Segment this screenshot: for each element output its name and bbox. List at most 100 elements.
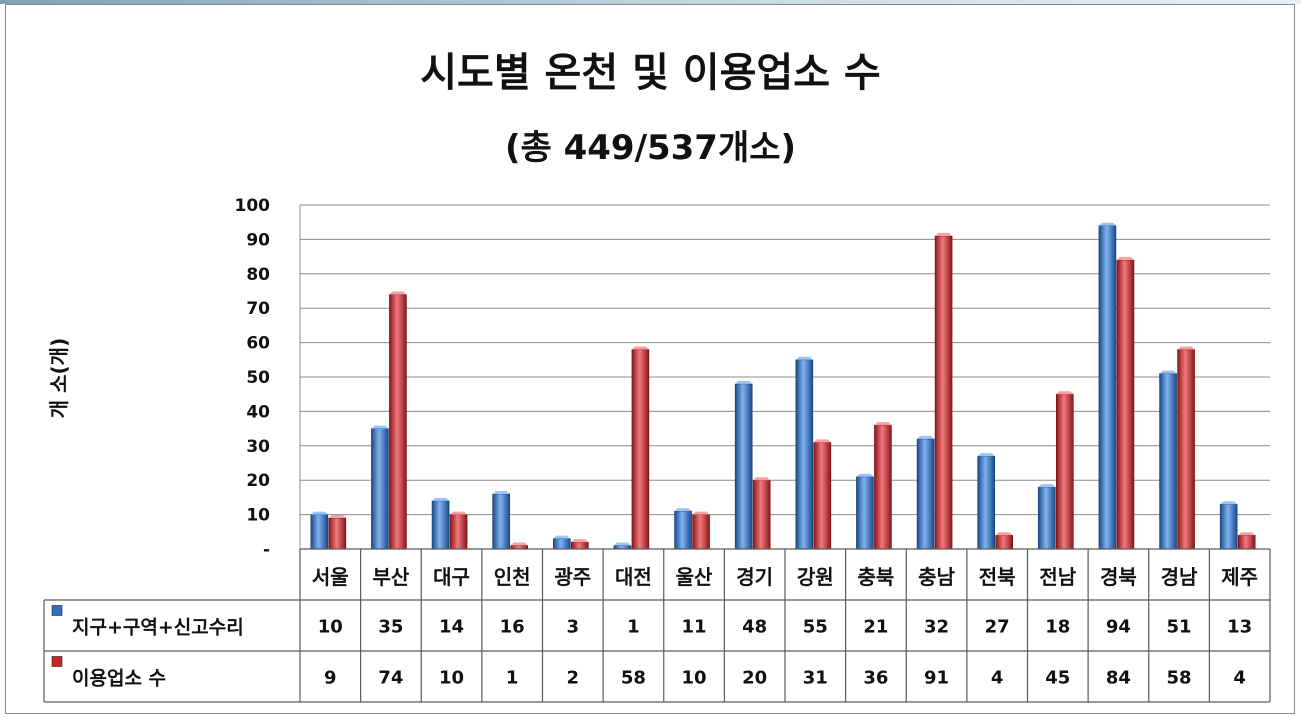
bar-business-4 (571, 541, 589, 550)
data-label: 21 (863, 617, 888, 638)
data-label: 27 (985, 617, 1010, 638)
data-label: 4 (1233, 668, 1246, 689)
bar-cap (753, 477, 771, 481)
chart-subtitle: (총 449/537개소) (504, 128, 797, 168)
y-tick-label: 100 (235, 196, 271, 216)
category-label: 제주 (1221, 565, 1258, 589)
category-label: 충남 (918, 565, 955, 589)
legend-label: 이용업소 수 (72, 668, 166, 690)
bar-business-14 (1177, 349, 1195, 550)
legend-label: 지구+구역+신고수리 (72, 617, 244, 639)
bar-district-4 (553, 538, 571, 550)
bar-district-10 (916, 438, 935, 550)
legend-swatch (51, 656, 63, 667)
y-tick-label: 20 (246, 471, 270, 491)
category-label: 전북 (979, 565, 1016, 589)
data-label: 10 (682, 668, 707, 689)
data-label: 14 (439, 617, 464, 638)
bar-cap (571, 539, 589, 543)
data-label: 84 (1106, 668, 1131, 689)
data-label: 18 (1045, 617, 1070, 638)
category-label: 대구 (433, 565, 470, 589)
data-label: 91 (924, 668, 949, 689)
bar-cap (735, 380, 753, 384)
y-tick-label: 30 (246, 437, 270, 457)
y-tick-label: 60 (246, 334, 270, 354)
data-label: 1 (627, 617, 640, 638)
bar-cap (1159, 370, 1177, 374)
bar-business-2 (449, 514, 468, 550)
bar-cap (432, 497, 450, 501)
data-label: 16 (500, 617, 525, 638)
chart-frame (5, 4, 1295, 714)
data-label: 58 (621, 668, 646, 689)
bar-cap (631, 346, 649, 350)
bar-cap (613, 542, 631, 546)
bar-cap (917, 435, 935, 439)
bar-district-9 (856, 476, 874, 550)
bar-cap (310, 511, 328, 515)
y-tick-label: 90 (246, 230, 270, 250)
chart-title: 시도별 온천 및 이용업소 수 (420, 50, 881, 96)
bar-cap (553, 535, 571, 539)
bar-business-6 (692, 514, 710, 550)
bar-district-12 (1038, 486, 1056, 550)
bar-cap (450, 511, 468, 515)
bar-business-11 (995, 534, 1013, 550)
data-label: 11 (682, 617, 707, 638)
data-label: 48 (742, 617, 767, 638)
bar-business-15 (1237, 534, 1256, 550)
data-label: 13 (1227, 617, 1252, 638)
bar-district-7 (734, 383, 753, 550)
data-label: 10 (318, 617, 343, 638)
bar-cap (492, 490, 510, 494)
bar-cap (813, 439, 831, 443)
data-label: 32 (924, 617, 949, 638)
bar-business-10 (934, 235, 953, 550)
bar-cap (1038, 484, 1056, 488)
data-label: 10 (439, 668, 464, 689)
data-label: 31 (803, 668, 828, 689)
bar-district-1 (371, 428, 389, 550)
y-tick-label: 50 (246, 368, 270, 388)
data-label: 55 (803, 617, 828, 638)
category-label: 경남 (1161, 565, 1198, 589)
bar-district-14 (1159, 373, 1177, 550)
bar-cap (1098, 222, 1116, 226)
bar-cap (935, 232, 953, 236)
top-accent-strip (0, 0, 1301, 4)
bar-business-12 (1056, 393, 1074, 550)
data-label: 20 (742, 668, 767, 689)
bar-district-6 (674, 510, 692, 550)
data-label: 74 (378, 668, 403, 689)
bar-business-8 (813, 442, 832, 550)
category-label: 울산 (676, 565, 713, 589)
data-label: 1 (506, 668, 519, 689)
category-label: 충북 (858, 565, 895, 589)
bar-cap (389, 291, 407, 295)
bar-cap (1238, 532, 1256, 536)
bar-cap (510, 542, 528, 546)
legend-swatch (51, 605, 63, 616)
category-label: 서울 (312, 565, 349, 589)
data-label: 2 (567, 668, 580, 689)
category-label: 광주 (554, 565, 591, 589)
data-label: 35 (378, 617, 403, 638)
data-label: 36 (863, 668, 888, 689)
data-label: 45 (1045, 668, 1070, 689)
category-label: 경기 (736, 565, 773, 589)
y-tick-label: 10 (246, 506, 270, 526)
data-label: 51 (1167, 617, 1192, 638)
category-label: 경북 (1100, 565, 1137, 589)
bar-business-5 (631, 349, 650, 550)
bar-cap (874, 422, 892, 426)
y-tick-label: 70 (246, 299, 270, 319)
bar-cap (795, 356, 813, 360)
data-label: 4 (991, 668, 1004, 689)
bar-cap (1116, 257, 1134, 261)
y-tick-label: - (263, 540, 270, 560)
bar-cap (674, 508, 692, 512)
bar-district-3 (492, 493, 510, 550)
y-axis-label: 개 소(개) (47, 338, 71, 418)
data-label: 58 (1167, 668, 1192, 689)
